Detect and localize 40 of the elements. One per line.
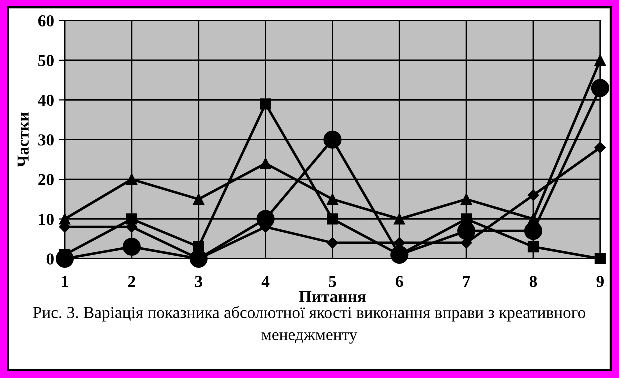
y-tick-label: 20 [38,174,54,186]
y-tick-label: 30 [38,134,54,146]
point [528,190,540,202]
x-axis-title: Питання [299,291,366,302]
point [461,194,472,205]
x-tick-label: 8 [530,276,538,288]
x-tick-label: 6 [396,276,404,288]
point [594,253,606,264]
y-tick-label: 60 [38,15,54,27]
point [327,237,338,249]
point [458,222,476,240]
x-tick-label: 2 [128,276,136,288]
point [327,194,338,205]
point [591,79,610,98]
x-tick-label: 9 [596,276,604,288]
point [193,194,204,205]
point [394,214,406,225]
text: Рис. 3. Варіація показника абсолютної якості виконання вправи з креативного менеджменту [33,306,586,344]
y-axis-title: Частки [18,112,29,168]
point [260,158,272,170]
point [327,214,338,225]
y-tick-label: 10 [39,214,54,226]
point [324,130,342,149]
x-tick-label: 5 [329,276,336,288]
point [122,238,141,256]
point [59,214,71,225]
y-tick-label: 0 [46,254,54,265]
y-tick-label: 40 [38,94,54,106]
point [528,241,540,253]
point [126,214,138,225]
x-tick-label: 7 [463,276,470,288]
x-tick-label: 1 [62,276,68,288]
point [126,174,138,186]
y-tick-label: 50 [38,55,54,66]
point [260,98,272,110]
x-tick-label: 4 [262,276,270,288]
point [256,210,275,228]
point [524,222,543,240]
x-tick-label: 3 [195,276,202,288]
point [594,142,606,154]
